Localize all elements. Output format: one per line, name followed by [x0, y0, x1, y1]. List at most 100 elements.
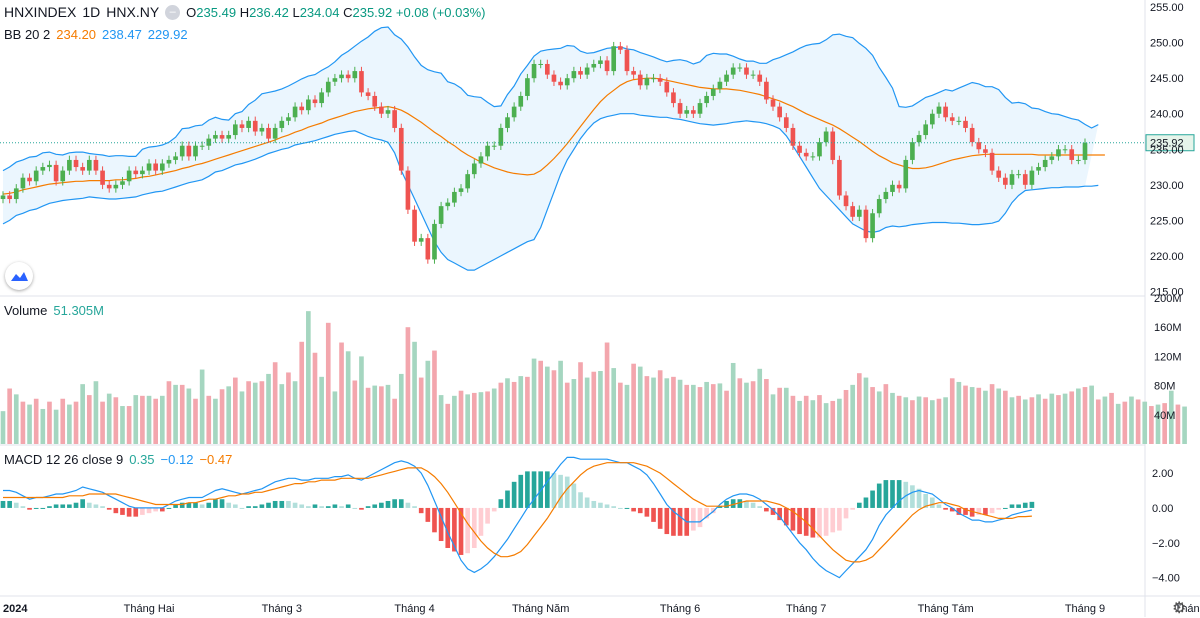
volume-bar [1155, 404, 1161, 444]
candle-body [724, 74, 729, 82]
volume-bar [106, 393, 112, 444]
candle-body [989, 152, 995, 171]
macd-hist-bar [113, 507, 119, 514]
candle-body [306, 99, 311, 111]
volume-bar [478, 392, 484, 444]
candle-body [876, 199, 882, 214]
price-tick-label: 245.00 [1150, 73, 1184, 85]
volume-bar [252, 382, 258, 444]
candle-body [246, 120, 251, 128]
volume-bar [1003, 390, 1008, 444]
macd-hist-bar [272, 500, 278, 508]
macd-hist-bar [896, 480, 902, 508]
macd-hist-bar [412, 506, 417, 508]
volume-tick-label: 40M [1154, 410, 1175, 422]
volume-bar [896, 395, 902, 444]
candle-body [1003, 177, 1008, 185]
macd-hist-bar [584, 497, 590, 508]
macd-hist-bar [704, 507, 709, 519]
minus-icon[interactable]: – [165, 4, 181, 20]
candle-body [1029, 170, 1035, 185]
candle-body [0, 195, 6, 200]
volume-bar [7, 388, 12, 444]
macd-hist-bar [976, 507, 982, 515]
candle-body [750, 74, 756, 76]
candle-body [266, 127, 271, 139]
candle-body [790, 127, 796, 146]
candle-body [764, 81, 769, 100]
candle-body [27, 177, 32, 182]
volume-bar [113, 397, 119, 444]
candle-body [1009, 174, 1015, 185]
candle-body [345, 74, 351, 79]
candle-body [140, 170, 145, 175]
price-tick-label: 225.00 [1150, 215, 1184, 227]
volume-bar [578, 362, 583, 444]
macd-hist-bar [797, 507, 802, 535]
volume-bar [1115, 403, 1121, 444]
candle-body [20, 177, 26, 189]
tradingview-logo-icon[interactable] [5, 262, 33, 290]
macd-hist-bar [564, 476, 570, 508]
volume-bar [724, 390, 729, 444]
macd-hist-bar [518, 474, 524, 508]
volume-bar [292, 381, 298, 444]
macd-hist-bar [7, 500, 12, 508]
macd-hist-bar [996, 507, 1002, 510]
candle-body [159, 163, 165, 171]
time-tick-label: Tháng 7 [786, 603, 826, 615]
volume-bar [949, 378, 955, 444]
macd-hist-bar [637, 507, 643, 514]
symbol-name[interactable]: HNXINDEX [4, 4, 77, 20]
volume-bar [226, 386, 232, 444]
volume-bar [53, 409, 59, 444]
candle-body [339, 74, 344, 79]
macd-hist-bar [671, 507, 676, 536]
macd-hist-bar [830, 507, 836, 533]
candle-body [445, 202, 451, 207]
volume-bar [27, 404, 32, 444]
candle-body [710, 88, 716, 96]
macd-hist-bar [13, 502, 19, 508]
candle-body [896, 184, 902, 189]
volume-bar [883, 384, 889, 444]
candle-body [910, 142, 915, 160]
macd-hist-bar [823, 507, 829, 536]
interval[interactable]: 1D [82, 4, 101, 20]
macd-hist-bar [159, 507, 165, 512]
volume-bar [306, 311, 311, 444]
candle-body [206, 138, 212, 146]
candle-body [359, 71, 364, 93]
volume-bar [93, 381, 99, 444]
candle-body [1082, 142, 1088, 160]
macd-hist-bar [618, 507, 623, 509]
volume-bar [730, 362, 736, 444]
candle-body [936, 106, 942, 114]
macd-hist-bar [206, 502, 212, 508]
volume-bar [20, 401, 26, 444]
candle-body [677, 103, 683, 114]
gear-icon[interactable]: ⚙ [1172, 600, 1187, 617]
volume-bar [471, 392, 477, 444]
macd-tick-label: −2.00 [1152, 538, 1180, 550]
volume-bar [286, 372, 291, 444]
candle-body [412, 209, 417, 242]
volume-legend[interactable]: Volume 51.305M [4, 303, 104, 318]
bb-legend[interactable]: BB 20 2 234.20 238.47 229.92 [4, 27, 188, 42]
candle-body [578, 71, 583, 75]
volume-bar [930, 400, 935, 444]
candle-body [199, 145, 205, 147]
candle-body [843, 195, 849, 207]
candle-body [697, 103, 703, 114]
volume-bar [1016, 395, 1021, 444]
macd-hist-bar [73, 502, 79, 508]
volume-bar [697, 387, 703, 444]
macd-hist-bar [120, 507, 125, 515]
volume-bar [843, 389, 849, 444]
macd-hist-bar [279, 500, 285, 508]
macd-hist-bar [525, 471, 530, 508]
macd-legend[interactable]: MACD 12 26 close 9 0.35 −0.12 −0.47 [4, 452, 232, 467]
macd-hist-bar [140, 507, 145, 515]
volume-value: 51.305M [53, 303, 104, 318]
